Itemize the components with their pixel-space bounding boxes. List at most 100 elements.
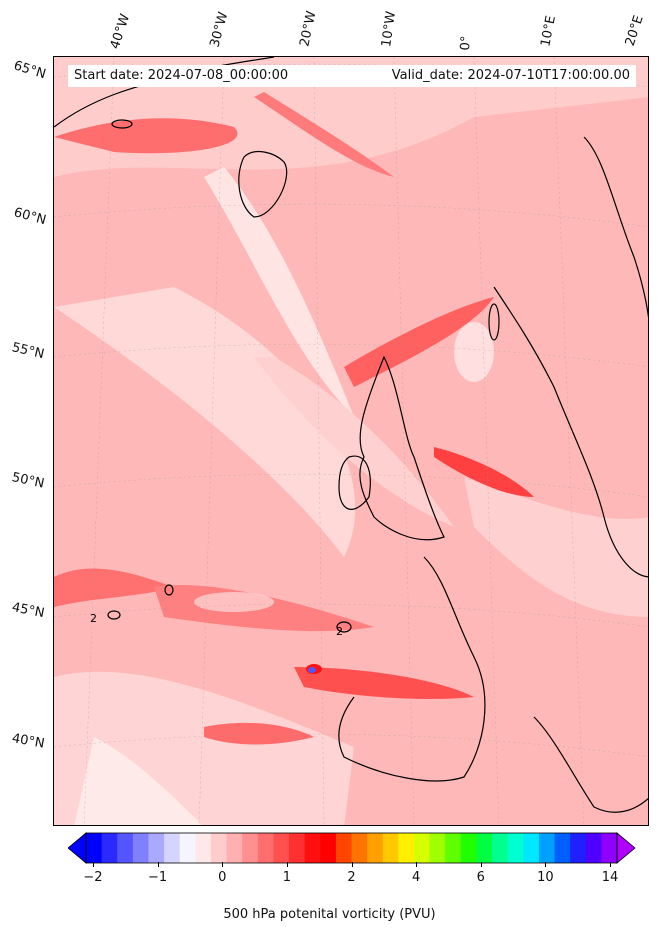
valid-date-text: Valid_date: 2024-07-10T17:00:00.00 (391, 68, 630, 83)
pv-contour-north-sea (488, 303, 500, 341)
colorbar-tick-mark (222, 862, 224, 867)
colorbar-tick-label: 0 (218, 870, 227, 885)
colorbar-cell (335, 833, 352, 863)
colorbar (68, 832, 636, 864)
coastline-france-iberia (338, 556, 486, 782)
colorbar-cell (523, 833, 540, 863)
colorbar-cell (179, 833, 196, 863)
latitude-label-45n: 45°N (10, 600, 46, 622)
colorbar-tick-mark (416, 862, 418, 867)
pv-strong-band-north (254, 92, 394, 177)
longitude-label-40w: 40°W (107, 12, 134, 51)
colorbar-cells (86, 833, 618, 863)
coastline-ireland (338, 455, 371, 510)
longitude-label-20e: 20°E (622, 13, 647, 49)
longitude-label-10e: 10°E (538, 14, 559, 48)
colorbar-cell (195, 833, 212, 863)
pv-white-patch-scandi (454, 322, 494, 382)
pv-strong-patch-west (54, 568, 174, 607)
coastline-mediterranean (533, 716, 648, 813)
coastline-iceland (238, 150, 288, 218)
colorbar-tick-label: 2 (347, 870, 356, 885)
colorbar-cell (398, 833, 415, 863)
date-info-box: Start date: 2024-07-08_00:00:00 Valid_da… (68, 65, 636, 87)
colorbar-cell (507, 833, 524, 863)
colorbar-cell (570, 833, 587, 863)
colorbar-cell (132, 833, 149, 863)
pv-contour-west (107, 610, 121, 620)
pv-strong-patch-north-sea (434, 447, 534, 497)
pv-strong-band-iberia (294, 667, 474, 699)
coastline-great-britain (359, 355, 445, 541)
colorbar-tick-mark (351, 862, 353, 867)
colorbar-cell (554, 833, 571, 863)
colorbar-cell (538, 833, 556, 863)
colorbar-cell (476, 833, 493, 863)
colorbar-cell (351, 833, 368, 863)
colorbar-cell (164, 833, 181, 863)
colorbar-tick-mark (286, 862, 288, 867)
colorbar-cell (273, 833, 290, 863)
pv-field-svg: 2 2 (54, 57, 648, 825)
contour-label-biscay: 2 (336, 625, 343, 638)
colorbar-tick-label: −1 (148, 870, 168, 885)
longitude-label-10w: 10°W (379, 10, 399, 48)
colorbar-cell (601, 833, 618, 863)
colorbar-cell (413, 833, 431, 863)
pv-contour-atlantic (164, 584, 174, 596)
colorbar-tick-label: 6 (476, 870, 485, 885)
colorbar-cell (460, 833, 477, 863)
colorbar-label: 500 hPa potenital vorticity (PVU) (223, 907, 436, 922)
latitude-label-65n: 65°N (11, 58, 48, 83)
colorbar-cell (429, 833, 446, 863)
coastline-norway (583, 136, 648, 319)
colorbar-cell (304, 833, 321, 863)
colorbar-cell (148, 833, 165, 863)
colorbar-tick-mark (93, 862, 94, 867)
pv-light-patch-east (464, 477, 648, 617)
pv-light-swirl-mid (204, 167, 354, 417)
colorbar-tick-label: 1 (282, 870, 292, 885)
colorbar-cell (320, 833, 337, 863)
pv-light-swirl-west (54, 287, 356, 557)
pv-map: 2 2 Start date: 2024-07-08_00:00:00 Vali… (53, 56, 649, 826)
start-date-text: Start date: 2024-07-08_00:00:00 (74, 68, 289, 83)
colorbar-max-extend (616, 832, 636, 864)
colorbar-tick-mark (610, 862, 611, 867)
colorbar-tick-label: 10 (537, 870, 554, 885)
latitude-label-60n: 60°N (12, 205, 48, 229)
colorbar-tick-label: −2 (83, 870, 103, 885)
colorbar-cell (242, 833, 259, 863)
colorbar-cell (492, 833, 509, 863)
pv-white-streak (194, 592, 274, 612)
pv-light-swirl-centre (254, 357, 454, 527)
colorbar-cell (367, 833, 384, 863)
coastline-scandinavia-continent (493, 286, 648, 578)
colorbar-cell (382, 833, 399, 863)
pv-very-light-patch (74, 737, 202, 825)
colorbar-cell (226, 833, 243, 863)
pv-strong-patch-south (204, 722, 314, 745)
colorbar-cell (117, 833, 134, 863)
colorbar-tick-mark (480, 862, 482, 867)
longitude-label-20w: 20°W (297, 9, 320, 48)
pv-contour-greenland (111, 119, 133, 129)
colorbar-cell (257, 833, 274, 863)
colorbar-cell (210, 833, 228, 863)
graticule (54, 57, 648, 825)
colorbar-cell (101, 833, 118, 863)
longitude-label-30w: 30°W (207, 10, 232, 49)
latitude-label-40n: 40°N (10, 731, 46, 752)
colorbar-tick-mark (157, 862, 159, 867)
pv-contour-biscay (336, 621, 352, 633)
pv-negative-patch (308, 667, 316, 673)
contour-label-west: 2 (90, 612, 97, 625)
colorbar-tick-label: 4 (411, 870, 421, 885)
colorbar-cell (585, 833, 602, 863)
latitude-label-50n: 50°N (10, 470, 46, 492)
longitude-label-0: 0° (458, 35, 475, 51)
latitude-label-55n: 55°N (10, 340, 46, 363)
colorbar-cell (289, 833, 306, 863)
colorbar-cell (445, 833, 462, 863)
colorbar-cell (86, 833, 103, 863)
